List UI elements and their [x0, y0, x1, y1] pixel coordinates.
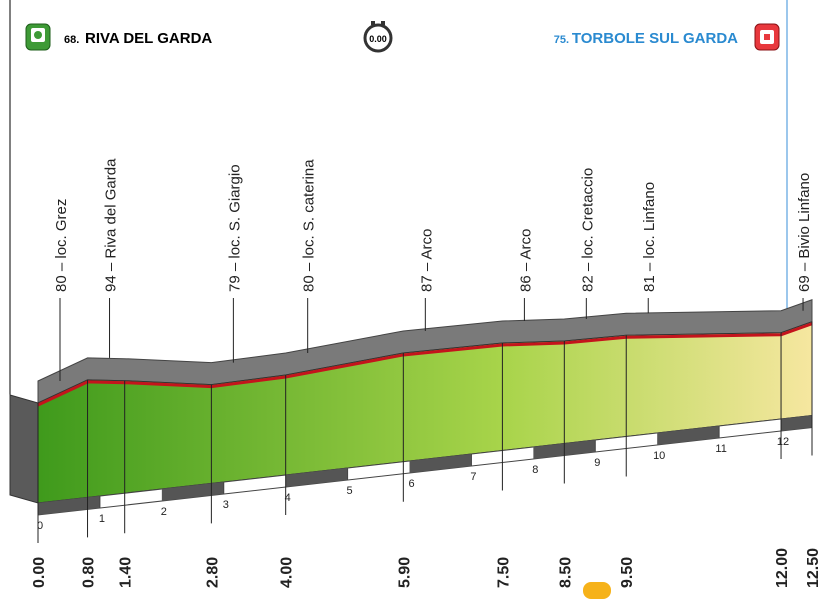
km-label: 12.50 [805, 548, 822, 588]
finish-name: TORBOLE SUL GARDA [572, 30, 738, 47]
waypoint-label: 86 – Arco [517, 229, 534, 292]
km-label: 5.90 [396, 557, 413, 588]
start-altitude: 68. [64, 34, 79, 46]
waypoint-label: 82 – loc. Cretaccio [579, 168, 596, 292]
x-tick-label: 5 [347, 485, 353, 497]
waypoint-label: 80 – loc. Grez [53, 199, 70, 292]
finish-icon [754, 23, 780, 51]
x-tick-label: 12 [777, 436, 789, 448]
km-segment [285, 468, 348, 487]
x-tick-label: 6 [408, 478, 414, 490]
x-tick-label: 8 [532, 464, 538, 476]
profile-side [9, 394, 39, 504]
waypoint-label: 81 – loc. Linfano [641, 182, 658, 292]
x-tick-label: 3 [223, 499, 229, 511]
x-tick-label: 7 [470, 471, 476, 483]
waypoint-label: 87 – Arco [418, 229, 435, 292]
waypoint-label: 79 – loc. S. Giargio [226, 164, 243, 292]
km-label: 2.80 [204, 557, 221, 588]
km-label: 7.50 [495, 557, 512, 588]
km-label: 9.50 [619, 557, 636, 588]
finish-altitude: 75. [554, 34, 569, 46]
km-label: 0.00 [31, 557, 48, 588]
page-tab [583, 582, 611, 599]
km-segment [657, 426, 720, 445]
x-tick-label: 9 [594, 457, 600, 469]
waypoint-label: 80 – loc. S. caterina [301, 159, 318, 292]
km-label: 4.00 [279, 557, 296, 588]
km-segment [409, 454, 472, 473]
timer-label: 0.00 [369, 34, 387, 44]
start-name: RIVA DEL GARDA [85, 30, 212, 47]
x-tick-label: 4 [285, 492, 291, 504]
x-tick-label: 0 [37, 520, 43, 532]
km-segment [38, 496, 100, 515]
km-label: 0.80 [81, 557, 98, 588]
km-label: 8.50 [557, 557, 574, 588]
x-tick-label: 1 [99, 513, 105, 525]
x-tick-label: 10 [653, 450, 665, 462]
stopwatch-icon: 0.00 [363, 21, 393, 53]
waypoint-label: 94 – Riva del Garda [103, 158, 120, 292]
km-label: 1.40 [118, 557, 135, 588]
x-tick-label: 2 [161, 506, 167, 518]
start-icon [25, 23, 51, 51]
x-tick-label: 11 [715, 443, 726, 455]
km-segment [161, 482, 224, 501]
km-label: 12.00 [774, 548, 791, 588]
km-segment [781, 415, 812, 431]
waypoint-label: 69 – Bivio Linfano [796, 173, 813, 292]
